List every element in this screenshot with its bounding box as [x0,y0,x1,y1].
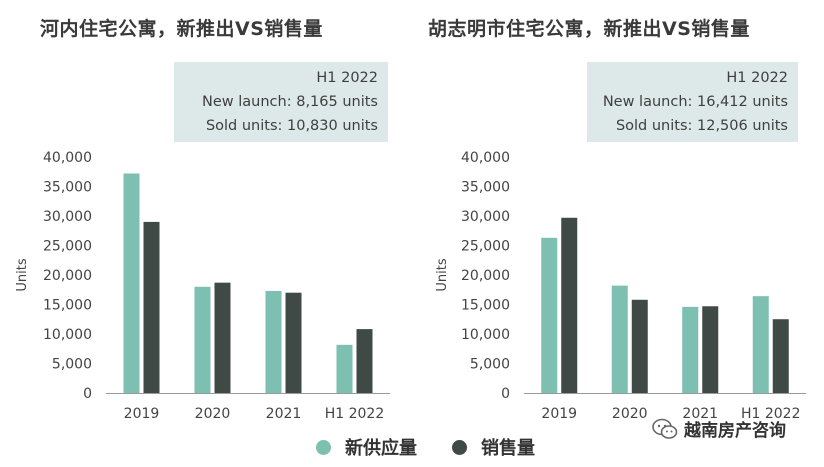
hcmc-y-tick-label: 40,000 [461,150,510,166]
hanoi-y-tick-label: 30,000 [43,209,92,225]
hcmc-h1-2022-note: H1 2022 New launch: 16,412 units Sold un… [587,62,798,142]
hanoi-sales-bar [356,329,373,393]
hanoi-note-sold-units: Sold units: 10,830 units [205,118,378,134]
hcmc-supply-bar [752,296,769,393]
hcmc-note-sold-units: Sold units: 12,506 units [615,118,788,134]
hanoi-sales-bar [143,221,160,393]
legend-swatch-sales [452,439,467,455]
hanoi-chart-panel: 河内住宅公寓，新推出VS销售量 H1 2022 New launch: 8,16… [0,0,412,430]
hanoi-y-tick-label: 20,000 [43,268,92,284]
hanoi-y-tick-label: 5,000 [52,357,92,373]
legend-swatch-supply [316,439,331,455]
watermark-text: 越南房产咨询 [684,421,786,441]
hanoi-y-tick-label: 15,000 [43,298,92,314]
hanoi-sales-bar [214,282,231,393]
hcmc-x-tick-label: 2020 [612,406,648,422]
hcmc-y-axis-label: Units [435,258,450,291]
hcmc-note-new-launch: New launch: 16,412 units [602,94,788,110]
hanoi-sales-bar [285,292,302,393]
hanoi-y-tick-label: 0 [83,386,92,402]
hcmc-supply-bar [611,285,628,393]
hcmc-sales-bar [631,299,648,393]
hcmc-y-tick-label: 5,000 [470,357,510,373]
legend-item-supply: 新供应量 [316,434,417,460]
hanoi-h1-2022-note: H1 2022 New launch: 8,165 units Sold uni… [174,62,388,142]
hanoi-x-tick-label: 2021 [266,406,302,422]
hanoi-y-axis-label: Units [15,258,30,291]
legend-label-sales: 销售量 [481,438,535,459]
hcmc-y-tick-label: 20,000 [461,268,510,284]
hcmc-y-tick-label: 15,000 [461,298,510,314]
hcmc-y-tick-label: 25,000 [461,239,510,255]
hcmc-supply-bar [541,237,558,393]
hanoi-supply-bar [194,286,211,393]
hanoi-y-tick-label: 40,000 [43,150,92,166]
hanoi-note-new-launch: New launch: 8,165 units [202,94,378,110]
hcmc-sales-bar [561,217,578,393]
legend-item-sales: 销售量 [452,434,535,460]
hcmc-chart-title: 胡志明市住宅公寓，新推出VS销售量 [428,18,750,40]
hanoi-y-tick-label: 25,000 [43,239,92,255]
hanoi-y-tick-label: 10,000 [43,327,92,343]
hcmc-note-period: H1 2022 [726,70,788,86]
hanoi-supply-bar [265,290,282,393]
hcmc-x-tick-label: 2021 [682,406,718,422]
hcmc-sales-bar [772,319,789,393]
hanoi-supply-bar [336,344,353,393]
hcmc-chart-panel: 胡志明市住宅公寓，新推出VS销售量 H1 2022 New launch: 16… [412,0,824,430]
hcmc-y-tick-label: 10,000 [461,327,510,343]
wechat-icon [652,418,678,439]
chart-legend: 新供应量 销售量 [0,430,824,460]
hcmc-bar-chart: 0 5,000 10,000 15,000 20,000 25,000 30,000 35,0… [435,150,806,422]
hcmc-sales-bar [702,306,719,393]
hanoi-y-tick-label: 35,000 [43,180,92,196]
hcmc-y-tick-label: 0 [501,386,510,402]
hanoi-x-tick-label: 2020 [195,406,231,422]
hcmc-x-tick-label: 2019 [541,406,577,422]
hanoi-chart-title: 河内住宅公寓，新推出VS销售量 [40,18,323,40]
hcmc-supply-bar [682,306,699,393]
watermark: 越南房产咨询 [652,416,786,441]
legend-label-supply: 新供应量 [345,438,417,459]
hcmc-x-tick-label: H1 2022 [741,406,801,422]
hanoi-x-tick-label: 2019 [124,406,160,422]
hanoi-supply-bar [123,173,140,393]
hanoi-bar-chart: 0 5,000 10,000 15,000 20,000 25,000 30,000 35,0… [15,150,390,422]
hcmc-y-tick-label: 35,000 [461,180,510,196]
hanoi-note-period: H1 2022 [316,70,378,86]
hcmc-y-tick-label: 30,000 [461,209,510,225]
hanoi-x-tick-label: H1 2022 [325,406,385,422]
